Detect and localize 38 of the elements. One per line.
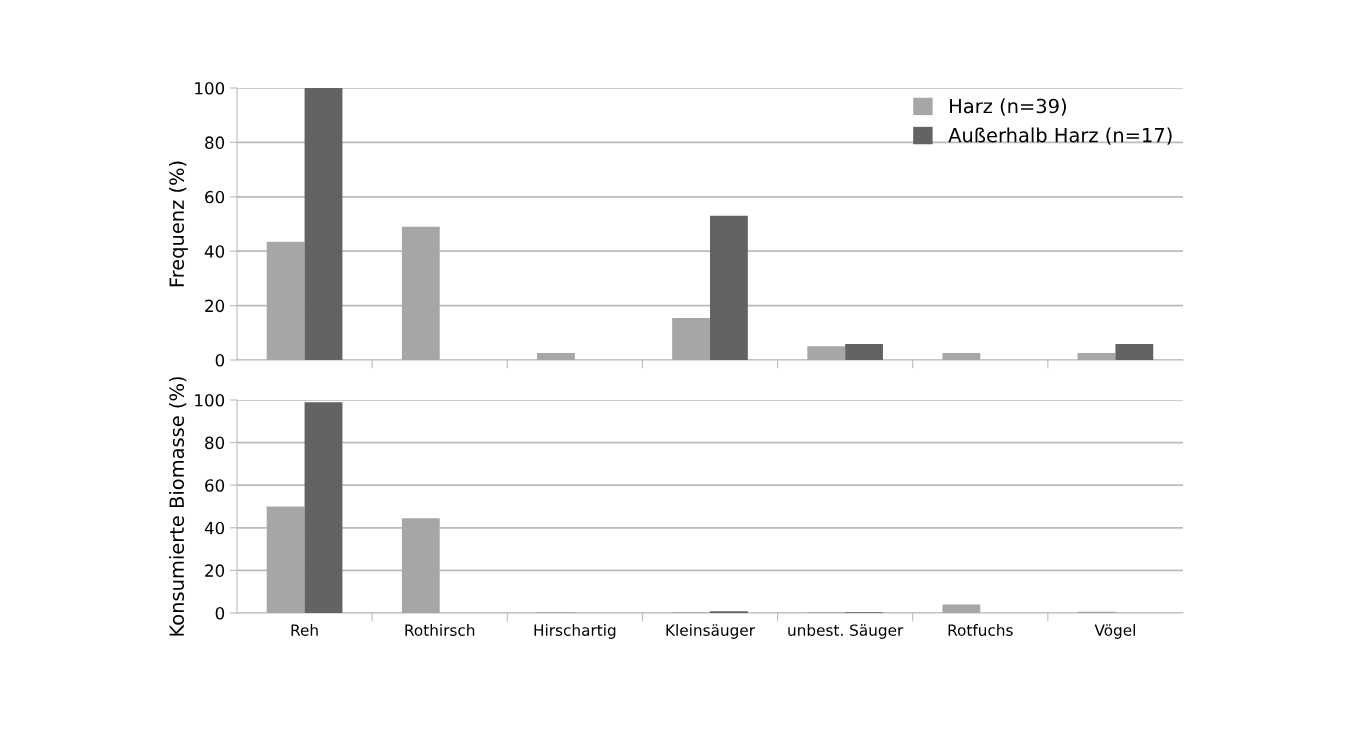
y-tick-label: 0 [215,606,225,620]
y-tick-label: 60 [205,190,225,204]
x-tick-label: Hirschartig [534,624,616,639]
x-tick-label: unbest. Säuger [788,624,904,639]
bar [266,241,305,360]
bar [304,88,343,360]
y-tick-label: 80 [205,436,225,450]
bar [401,518,440,613]
y-tick-label: 20 [205,299,225,313]
bar [401,226,440,360]
bar [942,352,981,360]
bar [942,604,981,613]
bar [807,346,846,360]
y-tick-label: 100 [195,393,225,407]
y-tick-label: 80 [205,136,225,149]
x-tick-label: Vögel [1094,624,1135,639]
bar [266,506,305,613]
y-tick-label: 40 [204,521,225,535]
y-tick-label: 20 [205,564,225,577]
x-tick-label: Rotfuchs [948,624,1013,636]
legend-label: Harz (n=39) [950,98,1066,116]
y-axis-title: Konsumierte Biomasse (%) [169,377,187,636]
bar [710,215,748,360]
y-tick-label: 100 [195,81,225,95]
y-tick-label: 40 [204,245,225,258]
bar [1115,343,1154,360]
x-tick-label: Rothirsch [405,624,475,636]
x-tick-label: Reh [291,624,318,636]
legend-label: Außerhalb Harz (n=17) [948,127,1172,145]
y-axis-title: Frequenz (%) [169,161,188,287]
bar [672,318,710,360]
bar [845,343,883,360]
bar [1077,352,1116,360]
y-tick-label: 0 [215,353,225,367]
bar [304,402,343,613]
y-tick-label: 60 [205,479,225,492]
x-tick-label: Kleinsäuger [666,624,755,639]
bar [537,352,575,360]
